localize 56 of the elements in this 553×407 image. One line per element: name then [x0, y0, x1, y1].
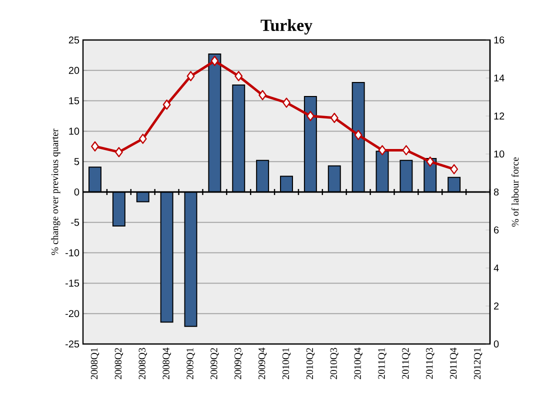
y-tick-label: -5: [71, 218, 80, 226]
y2-tick-label: 4: [494, 264, 499, 272]
x-tick-label: 2011Q1: [378, 348, 386, 379]
y-tick-label: 25: [68, 36, 80, 44]
point: [138, 134, 147, 144]
x-tick-label: 2008Q1: [90, 348, 100, 380]
point: [234, 71, 243, 82]
chart-title: Turkey: [260, 19, 312, 34]
y2-tick-label: 12: [494, 112, 504, 120]
point: [402, 145, 410, 156]
x-tick-label: 2011Q4: [450, 348, 458, 379]
y-tick-label: 15: [69, 97, 80, 104]
y2-tick-label: 8: [494, 188, 499, 196]
y-tick-label: 20: [68, 66, 80, 74]
point: [91, 141, 99, 152]
y-axis-title: % change over previous quarter: [51, 128, 60, 255]
y-tick-label: 5: [74, 158, 80, 166]
y2-tick-label: 14: [494, 74, 504, 82]
y-tick-label: -10: [66, 249, 80, 256]
y2-tick-label: 0: [494, 340, 499, 348]
point: [210, 56, 219, 66]
point: [354, 130, 362, 140]
y-tick-label: 0: [74, 188, 80, 196]
x-tick-label: 2011Q2: [402, 348, 410, 379]
y-tick-label: 10: [69, 128, 80, 135]
x-tick-label: 2010Q3: [330, 348, 338, 380]
point: [306, 110, 314, 122]
x-tick-label: 2008Q3: [138, 348, 147, 380]
y-tick-label: -15: [66, 280, 80, 287]
point: [450, 164, 458, 174]
point: [282, 98, 290, 108]
x-tick-label: 2008Q2: [114, 348, 124, 380]
point: [330, 112, 338, 123]
point: [162, 100, 171, 110]
y2-axis-title: % of labour force: [511, 157, 519, 227]
x-tick-label: 2011Q3: [426, 348, 434, 379]
x-tick-label: 2008Q4: [162, 348, 171, 380]
y2-tick-label: 6: [494, 226, 499, 234]
point: [114, 147, 123, 158]
point: [258, 90, 267, 100]
point: [378, 145, 386, 156]
y2-tick-label: 10: [494, 150, 504, 158]
x-tick-label: 2009Q2: [210, 348, 219, 380]
x-tick-label: 2010Q2: [306, 348, 315, 380]
x-tick-label: 2009Q3: [234, 348, 243, 380]
y2-tick-label: 2: [494, 302, 499, 310]
x-tick-label: 2009Q1: [186, 348, 195, 380]
x-tick-label: 2012Q1: [474, 348, 482, 380]
y-tick-label: -25: [66, 340, 80, 348]
y-tick-label: -20: [66, 310, 80, 318]
point: [186, 71, 195, 82]
x-tick-label: 2010Q1: [282, 348, 291, 380]
point: [426, 156, 434, 167]
x-tick-label: 2010Q4: [354, 348, 362, 380]
y2-tick-label: 16: [494, 36, 504, 44]
x-tick-label: 2009Q4: [258, 348, 267, 380]
